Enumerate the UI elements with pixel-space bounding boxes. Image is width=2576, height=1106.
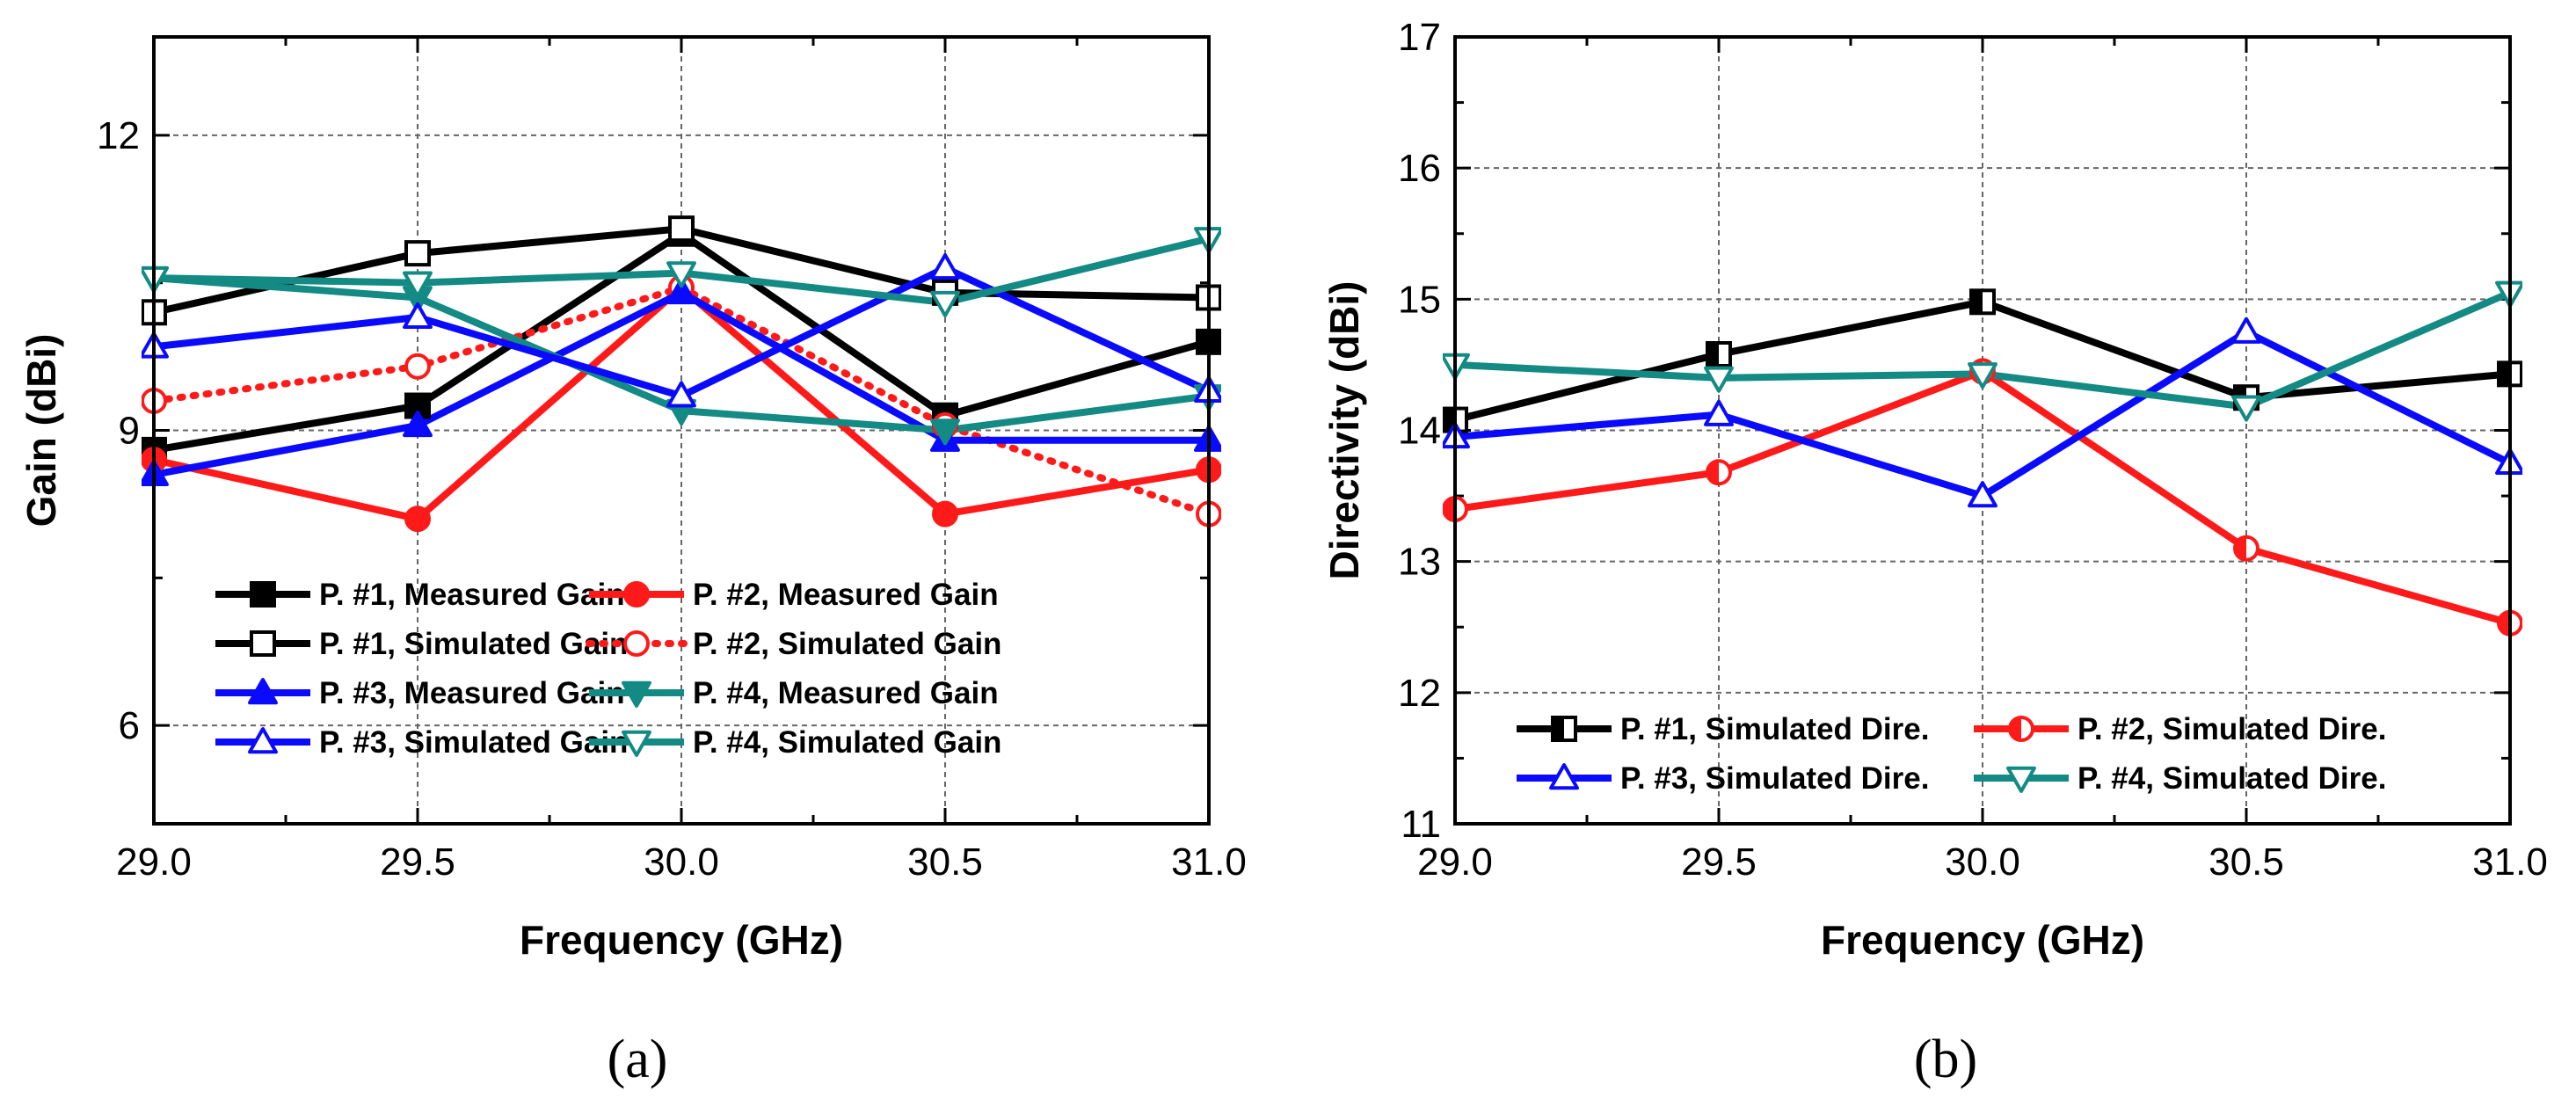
gain-plot-frame	[152, 35, 1211, 826]
dir-legend-marker-3	[2006, 766, 2036, 793]
dir-y-axis-label: Directivity (dBi)	[1321, 281, 1367, 580]
gain-ytick-label-0: 6	[119, 704, 140, 747]
dir-xtick-label-1: 29.5	[1681, 840, 1757, 884]
dir-xtick-label-0: 29.0	[1417, 840, 1493, 884]
gain-legend-marker-4	[248, 678, 278, 705]
dir-xtick-label-4: 31.0	[2472, 840, 2548, 884]
dir-series-1-point-3-half	[2235, 536, 2246, 560]
gain-xtick-label-4: 31.0	[1171, 840, 1247, 884]
gain-series-7-point-1	[403, 271, 433, 298]
dir-series-3-point-1	[1704, 366, 1734, 393]
dir-series-3-point-2	[1968, 362, 1997, 389]
gain-legend: P. #1, Measured Gain P. #2, Measured Gain…	[215, 578, 1001, 760]
gain-legend-label-3: P. #2, Simulated Gain	[693, 627, 1001, 661]
dir-plot-frame	[1453, 35, 2512, 826]
gain-xtick-label-2: 30.0	[644, 840, 719, 884]
gain-series-2-point-2	[668, 215, 695, 243]
gain-legend-marker-3	[623, 630, 650, 657]
gain-series-1-point-3	[932, 500, 958, 528]
dir-legend: P. #1, Simulated Dire. P. #2, Simulated D…	[1517, 712, 2386, 796]
dir-legend-label-3: P. #4, Simulated Dire.	[2078, 761, 2386, 796]
dir-legend-marker-0-half	[1553, 717, 1564, 740]
dir-xtick-label-2: 30.0	[1945, 840, 2020, 884]
gain-series-7-point-2	[666, 261, 696, 288]
dir-series-2-point-1	[1704, 399, 1734, 426]
dir-series-1-point-4-half	[2499, 611, 2510, 635]
dir-series-1-point-1-half	[1707, 461, 1719, 484]
gain-legend-label-5: P. #4, Measured Gain	[693, 676, 999, 710]
dir-ytick-label-2: 13	[1398, 541, 1441, 584]
gain-legend-label-7: P. #4, Simulated Gain	[693, 725, 1001, 760]
dir-series-0-point-1-half	[1707, 342, 1719, 366]
dir-series-0-point-4-half	[2499, 362, 2510, 386]
gain-y-axis-label: Gain (dBi)	[18, 334, 64, 528]
gain-series-3-point-1	[404, 353, 431, 380]
dir-legend-label-0: P. #1, Simulated Dire.	[1620, 712, 1929, 746]
dir-ytick-label-1: 12	[1398, 672, 1441, 715]
gain-legend-label-1: P. #2, Measured Gain	[693, 578, 999, 612]
gain-legend-marker-5	[622, 680, 651, 708]
gain-legend-label-0: P. #1, Measured Gain	[319, 578, 625, 612]
gain-series-5-point-3	[930, 418, 960, 446]
dir-series-0-point-2-half	[1971, 290, 1983, 314]
dir-legend-marker-2	[1549, 763, 1579, 790]
dir-ytick-label-6: 17	[1398, 16, 1441, 59]
dir-ytick-label-0: 11	[1401, 803, 1441, 846]
gain-legend-marker-7	[622, 730, 651, 757]
chart-directivity: 29.0 29.5 30.0 30.5 31.0 11 12 13 14 15 16 17 Freque…	[1321, 16, 2548, 963]
gain-series-6-point-2	[666, 381, 696, 408]
gain-series-1-point-1	[404, 506, 431, 533]
gain-xtick-label-1: 29.5	[380, 840, 455, 884]
dir-x-axis-label: Frequency (GHz)	[1821, 917, 2144, 963]
gain-series-7-point-3	[930, 290, 960, 318]
gain-legend-label-4: P. #3, Measured Gain	[319, 676, 625, 710]
panel-label-b: (b)	[1914, 1030, 1977, 1089]
gain-legend-label-2: P. #1, Simulated Gain	[319, 627, 628, 661]
dir-ytick-label-4: 15	[1398, 278, 1441, 321]
gain-legend-marker-2	[250, 630, 276, 657]
gain-legend-marker-6	[248, 727, 278, 754]
gain-ytick-label-2: 12	[97, 114, 140, 157]
gain-series-2-point-1	[404, 240, 431, 267]
gain-series-4-point-2	[666, 277, 696, 305]
gain-series-6-point-1	[403, 302, 433, 330]
gain-legend-label-6: P. #3, Simulated Gain	[319, 725, 628, 760]
panel-label-a: (a)	[608, 1030, 668, 1089]
dir-series-2-point-3	[2231, 317, 2261, 344]
dir-legend-label-2: P. #3, Simulated Dire.	[1620, 761, 1929, 796]
gain-legend-marker-0	[250, 581, 276, 608]
gain-legend-marker-1	[623, 581, 650, 608]
gain-x-axis-label: Frequency (GHz)	[520, 917, 843, 963]
gain-ytick-label-1: 9	[119, 410, 140, 453]
gain-xtick-label-0: 29.0	[116, 840, 192, 884]
dir-ytick-label-3: 14	[1398, 410, 1441, 453]
chart-gain: 29.0 29.5 30.0 30.5 31.0 6 9 12 Frequency (GHz) G…	[18, 35, 1247, 963]
dir-legend-label-1: P. #2, Simulated Dire.	[2078, 712, 2386, 746]
dir-series-1-point-0-half	[1444, 498, 1455, 520]
gain-series-6-point-3	[930, 252, 960, 280]
dir-series-2-point-2	[1968, 481, 1997, 508]
gain-series-4-point-1	[403, 410, 433, 438]
dir-ytick-label-5: 16	[1398, 147, 1441, 190]
dir-legend-marker-1-half	[2010, 717, 2021, 740]
dir-series-3-point-3	[2231, 395, 2261, 422]
dir-xtick-label-3: 30.5	[2209, 840, 2284, 884]
gain-xtick-label-3: 30.5	[907, 840, 983, 884]
